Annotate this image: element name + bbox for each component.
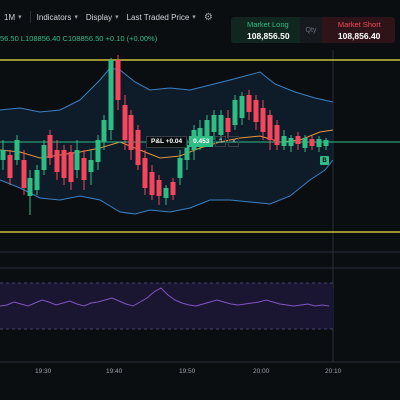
price-source-label: Last Traded Price [126,12,190,22]
oscillator-line [0,287,330,307]
toolbar-divider [29,11,31,23]
candle-body [170,182,176,195]
candle-body [74,150,80,170]
candle-body [184,145,190,160]
position-pnl-tag[interactable]: P&L +0.04 0.453 ⇅ ✕ [146,135,240,148]
interval-selector[interactable]: 1M ▾ [4,13,22,22]
time-label: 19:30 [35,368,52,375]
candle-body [7,155,13,178]
candle-body [288,138,294,146]
chevron-down-icon: ▾ [192,14,196,21]
candle-body [54,150,60,172]
candle-body [274,125,280,145]
candle-body [295,136,301,144]
interval-label: 1M [4,12,16,22]
candle-body [108,60,114,130]
chevron-down-icon: ▾ [18,14,22,21]
split-icon[interactable]: ⇅ [215,136,227,147]
close-icon[interactable]: ✕ [228,136,240,147]
chevron-down-icon: ▾ [115,14,119,21]
price-source-selector[interactable]: Last Traded Price ▾ [127,13,196,22]
candle-body [239,96,245,118]
position-qty: 0.453 [189,136,214,147]
market-long-price: 108,856.50 [247,30,290,41]
display-button[interactable]: Display ▾ [86,13,119,22]
candle-body [142,158,148,188]
candle-body [267,115,273,140]
candle-body [323,140,329,146]
time-label: 20:00 [253,368,270,375]
candle-body [211,115,217,132]
candle-body [177,158,183,178]
candle-body [316,139,322,147]
candle-body [115,60,121,100]
ohlc-readout: 56.50 L108856.40 C108856.50 +0.10 (+0.00… [0,34,158,43]
candle-body [61,150,67,178]
chevron-down-icon: ▾ [74,14,78,21]
qty-label: Qty [305,26,317,34]
market-short-label: Market Short [337,19,381,29]
time-label: 20:10 [325,368,342,375]
display-label: Display [85,12,113,22]
candle-body [163,188,169,198]
market-short-button[interactable]: Market Short 108,856.40 [321,17,395,43]
order-panel: Market Long 108,856.50 Qty Market Short … [231,17,395,43]
buy-marker[interactable]: B [320,156,329,165]
market-long-label: Market Long [247,19,289,29]
pnl-value: P&L +0.04 [146,135,188,148]
candle-body [246,95,252,112]
candle-body [281,136,287,146]
candle-body [101,120,107,142]
candle-body [21,160,27,188]
candle-body [68,152,74,182]
oscillator-zone [0,283,333,329]
time-label: 19:40 [106,368,123,375]
candle-body [128,115,134,150]
indicators-label: Indicators [36,12,72,22]
market-short-price: 108,856.40 [337,30,381,41]
candlesticks [0,55,329,215]
candle-body [232,100,238,125]
candle-body [204,120,210,138]
candle-body [0,150,6,160]
candle-body [197,128,203,142]
time-label: 19:50 [179,368,196,375]
settings-button[interactable]: ⚙ [204,12,213,23]
candle-body [81,158,87,180]
indicators-button[interactable]: Indicators ▾ [37,13,78,22]
candle-body [253,100,259,122]
candle-body [95,140,101,162]
candle-body [88,160,94,172]
candle-body [135,130,141,165]
candle-body [149,172,155,195]
candle-body [309,139,315,146]
candle-body [47,135,53,158]
candle-body [225,118,231,132]
qty-field[interactable]: Qty [300,17,322,43]
candle-body [122,105,128,140]
candle-body [302,138,308,148]
candle-body [156,180,162,196]
candle-body [27,178,33,196]
upper-band-line [0,67,334,113]
gear-icon: ⚙ [203,11,213,23]
candle-body [34,170,40,190]
candle-body [218,115,224,135]
candle-body [14,140,20,160]
lower-band-line [0,159,334,215]
market-long-button[interactable]: Market Long 108,856.50 [231,17,301,43]
candle-body [41,145,47,170]
candle-body [260,108,266,132]
